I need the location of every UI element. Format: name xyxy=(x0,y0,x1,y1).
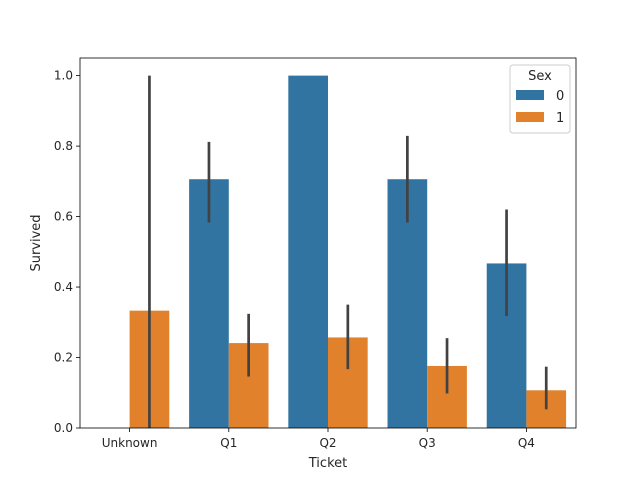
y-tick-label: 0.8 xyxy=(54,139,73,153)
y-axis-label: Survived xyxy=(29,214,44,271)
x-tick-label: Q2 xyxy=(319,436,336,450)
x-tick-label: Q3 xyxy=(419,436,436,450)
legend-swatch-0 xyxy=(516,90,544,100)
y-axis-ticks: 0.0 0.2 0.4 0.6 0.8 1.0 xyxy=(54,69,80,435)
y-tick-label: 0.6 xyxy=(54,210,73,224)
x-axis-label: Ticket xyxy=(308,456,347,471)
legend-title: Sex xyxy=(528,69,552,84)
bars-layer xyxy=(129,75,567,428)
x-tick-label: Q1 xyxy=(220,436,237,450)
x-tick-label: Unknown xyxy=(102,436,158,450)
legend: Sex 0 1 xyxy=(509,64,571,134)
bar-series-0-q2 xyxy=(288,75,328,428)
y-tick-label: 1.0 xyxy=(54,69,73,83)
y-tick-label: 0.4 xyxy=(54,280,73,294)
error-bars-layer xyxy=(148,75,548,428)
x-tick-label: Q4 xyxy=(518,436,535,450)
legend-label-1: 1 xyxy=(556,111,564,126)
legend-swatch-1 xyxy=(516,112,544,122)
legend-label-0: 0 xyxy=(556,89,564,104)
y-tick-label: 0.0 xyxy=(54,421,73,435)
x-axis-ticks: Unknown Q1 Q2 Q3 Q4 xyxy=(102,428,535,450)
y-tick-label: 0.2 xyxy=(54,351,73,365)
